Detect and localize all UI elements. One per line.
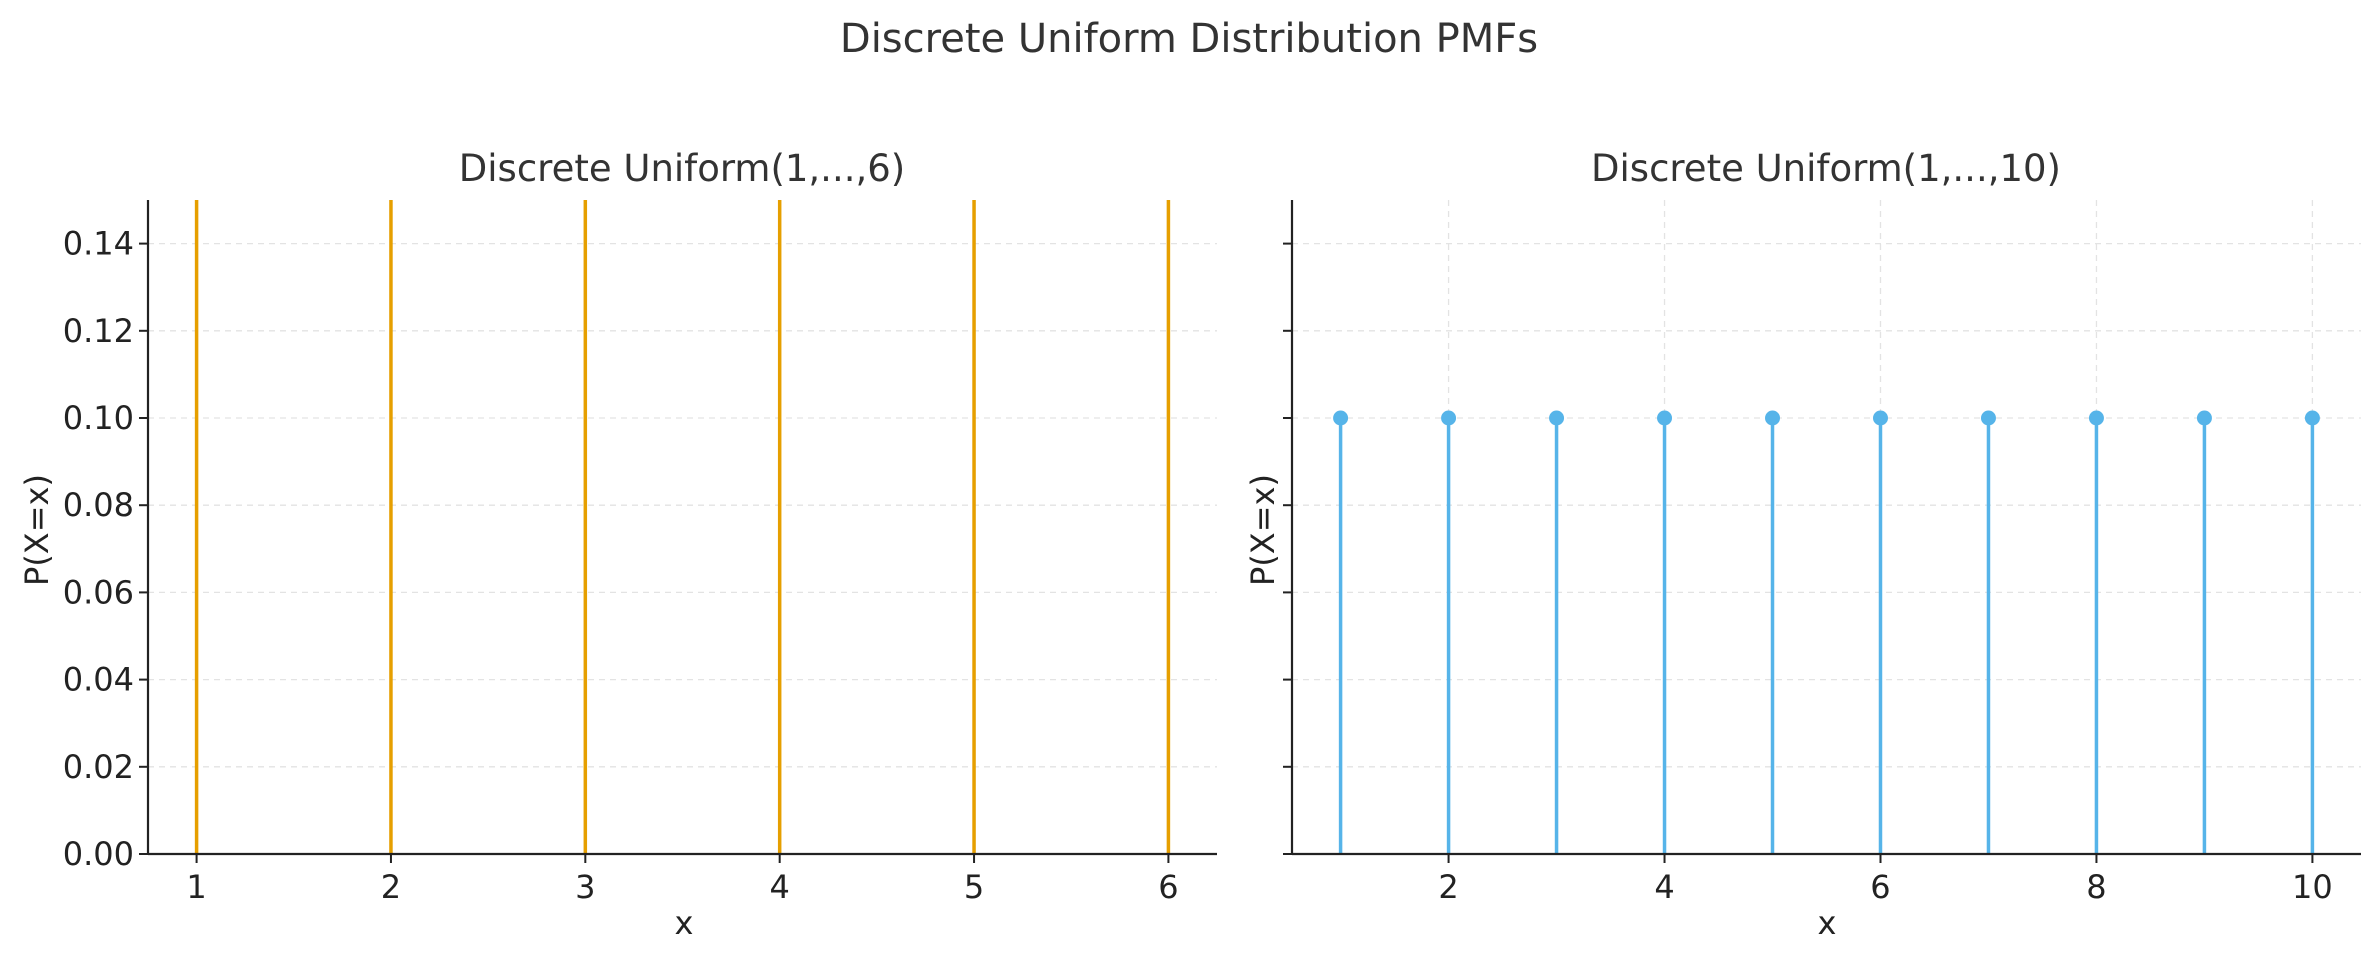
y-tick-label: 0.06 [63, 573, 134, 611]
x-tick-label: 4 [770, 868, 790, 906]
stem-marker [1441, 410, 1457, 426]
stem-marker [2304, 410, 2320, 426]
right-pmf-panel: Discrete Uniform(1,...,10) 2 4 6 8 10 x P(X=… [1244, 147, 2361, 942]
y-tick-label: 0.04 [63, 661, 134, 699]
right-stems [1333, 410, 2320, 854]
right-panel-title: Discrete Uniform(1,...,10) [1591, 147, 2061, 190]
left-x-axis-label: x [675, 904, 694, 942]
x-tick-label: 3 [575, 868, 595, 906]
x-tick-label: 6 [1158, 868, 1178, 906]
right-x-ticks: 2 4 6 8 10 [1438, 854, 2333, 906]
stem-marker [1333, 410, 1349, 426]
right-gridlines [1292, 200, 2361, 854]
left-panel-title: Discrete Uniform(1,...,6) [459, 147, 905, 190]
y-tick-label: 0.02 [63, 748, 134, 786]
right-x-axis-label: x [1818, 904, 1837, 942]
left-gridlines [148, 242, 1217, 768]
y-tick-label: 0.14 [63, 225, 134, 263]
left-y-axis-label: P(X=x) [18, 474, 56, 586]
x-tick-label: 2 [1438, 868, 1458, 906]
right-y-axis-label: P(X=x) [1244, 474, 1282, 586]
x-tick-label: 6 [1870, 868, 1890, 906]
y-tick-label: 0.00 [63, 835, 134, 873]
left-axes [146, 200, 1217, 856]
stem-marker [1765, 410, 1781, 426]
x-tick-label: 2 [381, 868, 401, 906]
right-y-ticks [1283, 242, 1292, 855]
left-stems [194, 200, 1171, 854]
stem-marker [1980, 410, 1996, 426]
stem-marker [2196, 410, 2212, 426]
x-tick-label: 10 [2292, 868, 2333, 906]
x-tick-label: 8 [2086, 868, 2106, 906]
stem-marker [2088, 410, 2104, 426]
x-tick-label: 1 [186, 868, 206, 906]
right-axes [1290, 200, 2361, 856]
stem-marker [1872, 410, 1888, 426]
left-y-ticks: 0.00 0.02 0.04 0.06 0.08 0.10 0.12 0.14 [63, 225, 148, 873]
left-x-ticks: 1 2 3 4 5 6 [186, 854, 1179, 906]
y-tick-label: 0.08 [63, 486, 134, 524]
stem-marker [1549, 410, 1565, 426]
x-tick-label: 4 [1654, 868, 1674, 906]
y-tick-label: 0.10 [63, 399, 134, 437]
y-tick-label: 0.12 [63, 312, 134, 350]
x-tick-label: 5 [964, 868, 984, 906]
stem-marker [1657, 410, 1673, 426]
figure-title: Discrete Uniform Distribution PMFs [840, 16, 1538, 62]
